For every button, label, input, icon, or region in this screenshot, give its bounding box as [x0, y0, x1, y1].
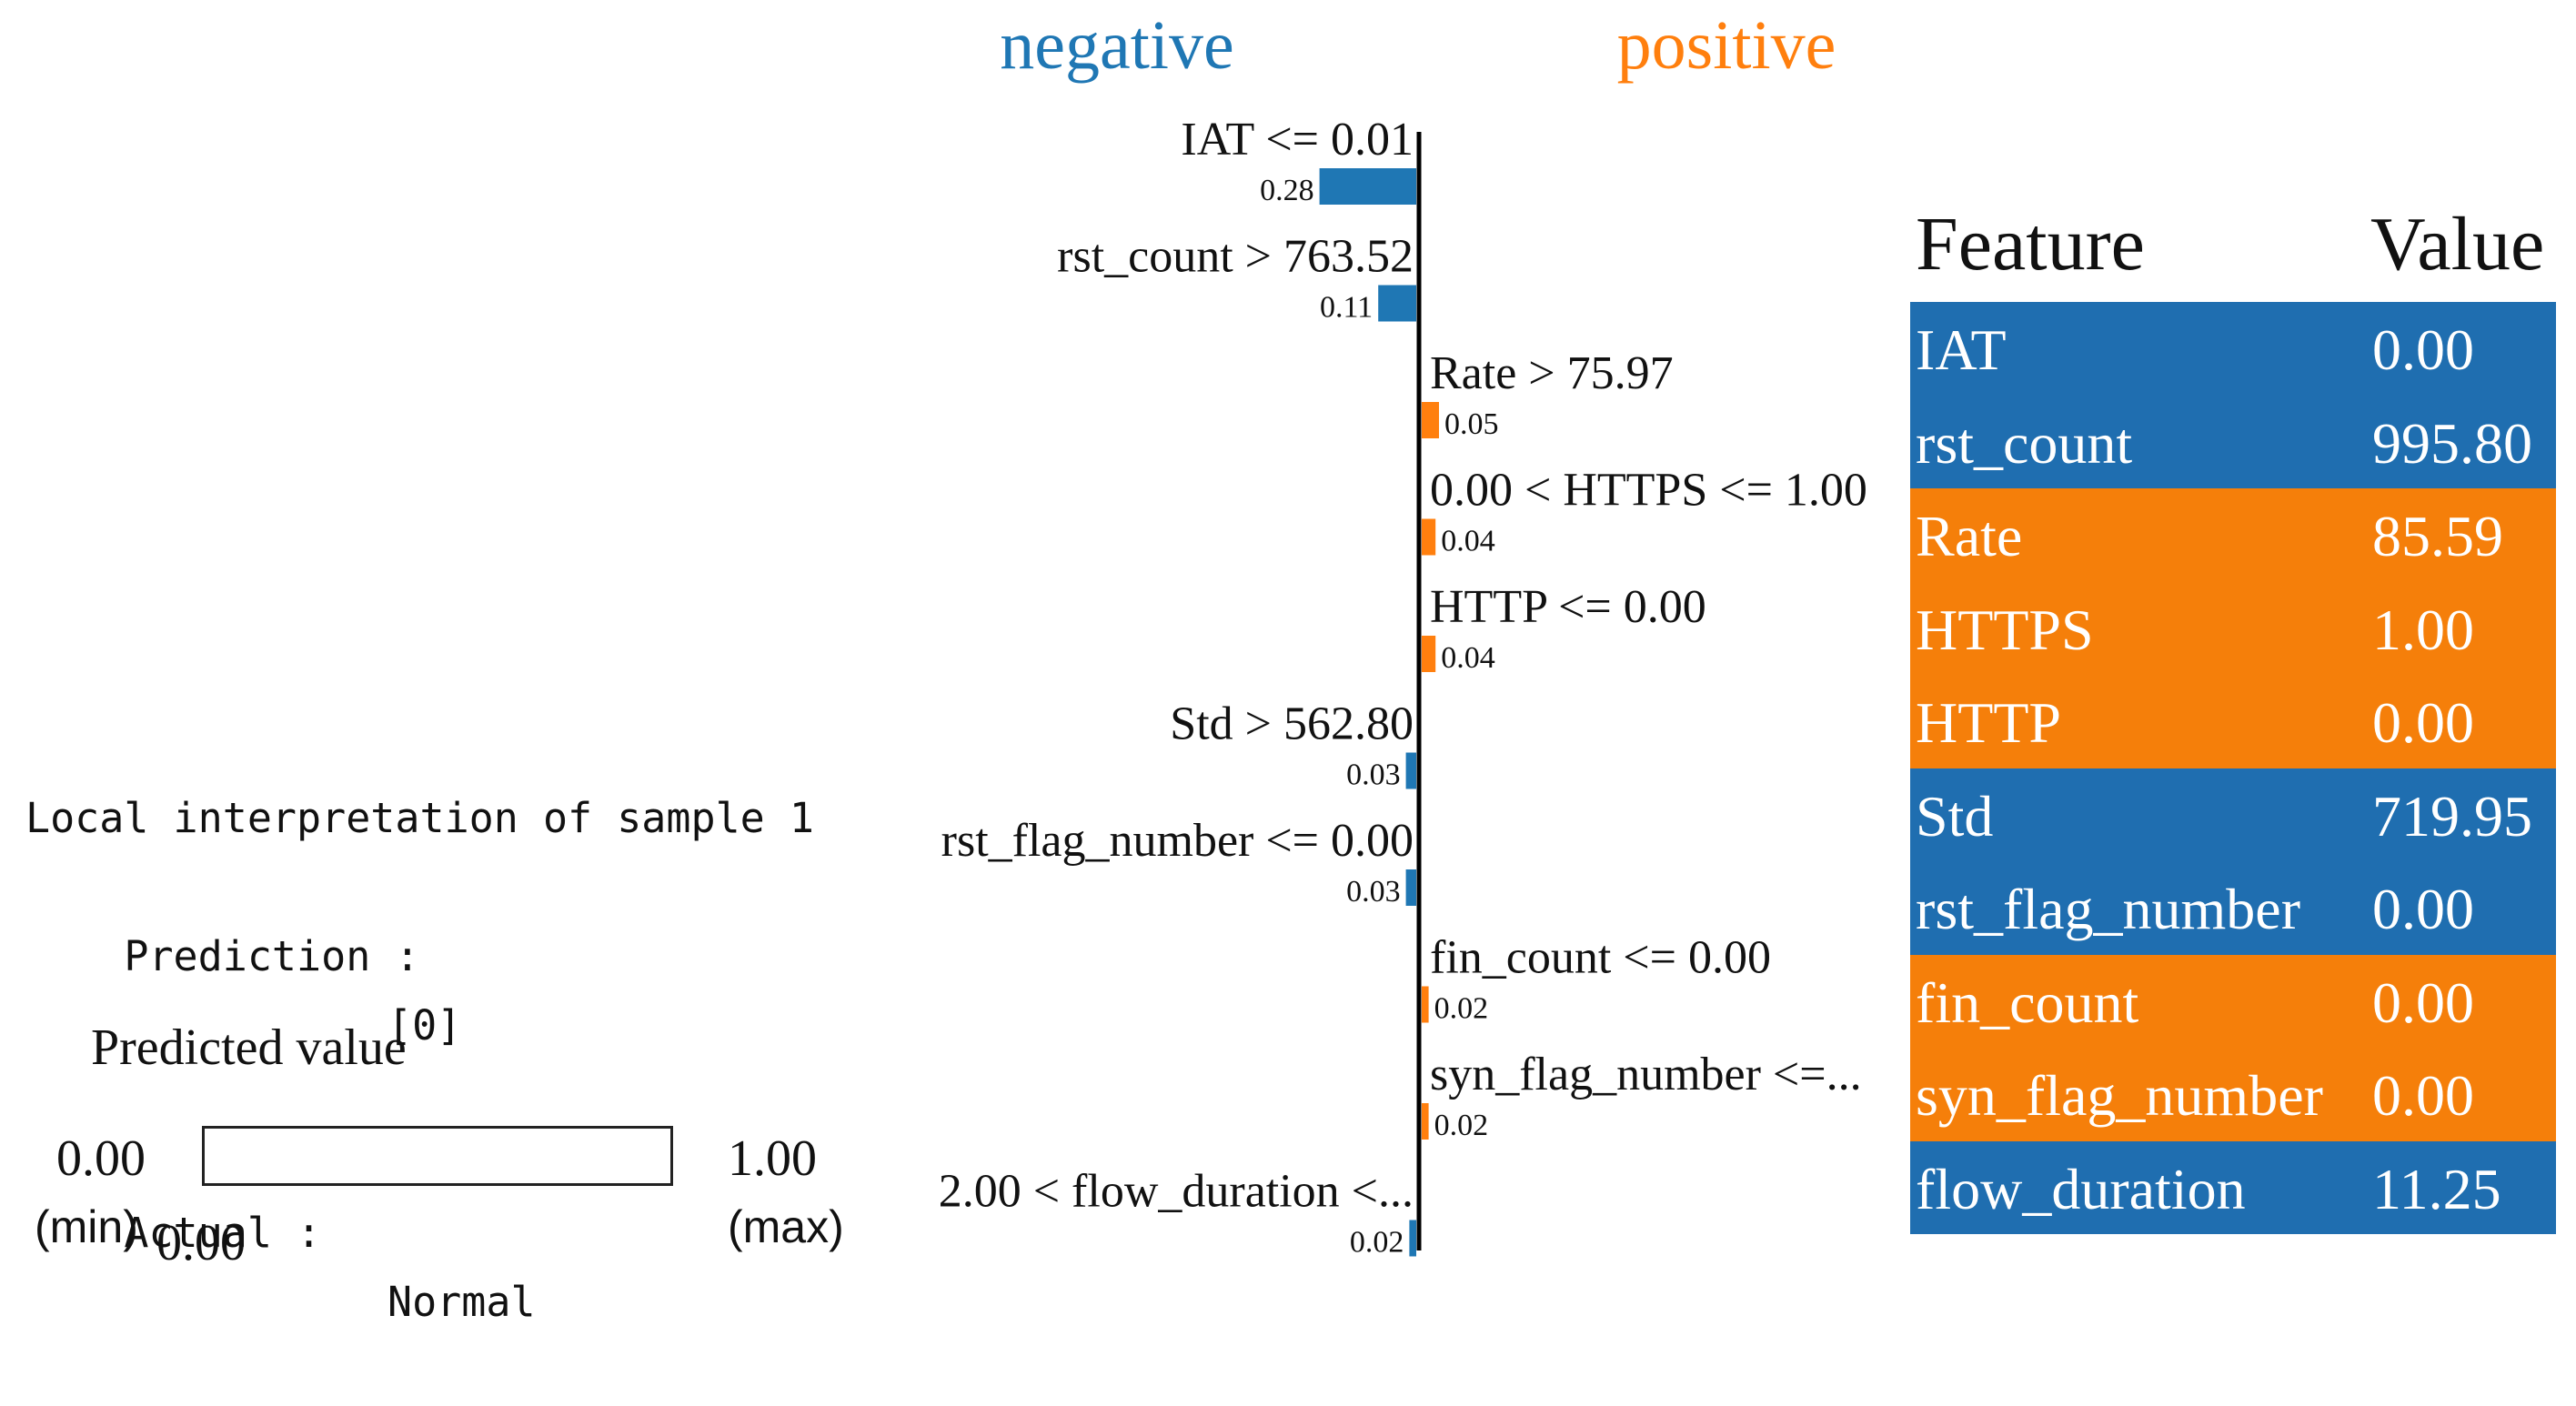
bar — [1422, 636, 1436, 672]
bar — [1422, 402, 1439, 438]
table-cell-feature: Rate — [1916, 504, 2023, 568]
prediction-label: Prediction : — [124, 932, 420, 980]
bar — [1319, 168, 1416, 205]
predicted-value-title: Predicted value — [91, 1019, 407, 1076]
table-cell-value: 0.00 — [2372, 690, 2474, 755]
bar-value-label: 0.28 — [1260, 174, 1314, 207]
bar-feature-label: rst_count > 763.52 — [1057, 231, 1414, 283]
table-row: IAT 0.00 — [1910, 302, 2556, 396]
table-cell-feature: Std — [1916, 783, 1994, 849]
bar-feature-label: Rate > 75.97 — [1430, 347, 1674, 399]
header-feature: Feature — [1916, 202, 2145, 286]
positive-legend-label: positive — [1617, 7, 1836, 84]
bar — [1378, 285, 1416, 322]
negative-legend-label: negative — [1000, 7, 1233, 84]
table-row: rst_count 995.80 — [1910, 395, 2556, 488]
bar — [1405, 752, 1416, 789]
bar-feature-label: HTTP <= 0.00 — [1430, 581, 1706, 633]
predicted-value-bar — [202, 1126, 673, 1186]
bar-feature-label: fin_count <= 0.00 — [1430, 932, 1771, 984]
table-cell-value: 0.00 — [2372, 969, 2474, 1035]
table-cell-feature: rst_flag_number — [1916, 877, 2300, 941]
actual-label: Actual : — [124, 1209, 322, 1257]
table-row: HTTPS 1.00 — [1910, 581, 2556, 675]
table-cell-feature: HTTPS — [1916, 597, 2094, 662]
table-cell-value: 85.59 — [2372, 504, 2503, 568]
table-row: flow_duration 11.25 — [1910, 1140, 2556, 1234]
bar-feature-label: 0.00 < HTTPS <= 1.00 — [1430, 465, 1867, 517]
bar-feature-label: syn_flag_number <=... — [1430, 1049, 1862, 1100]
prediction-row: Prediction : [0] — [25, 853, 814, 1130]
bar-value-label: 0.02 — [1350, 1226, 1404, 1260]
table-row: fin_count 0.00 — [1910, 954, 2556, 1048]
bar — [1422, 1103, 1429, 1140]
bar-value-label: 0.02 — [1434, 1109, 1489, 1142]
bar — [1405, 869, 1416, 906]
table-row: HTTP 0.00 — [1910, 675, 2556, 768]
lime-explanation-chart: negative positive IAT <= 0.01 0.28 rst_cou… — [939, 7, 1867, 1260]
bar-value-label: 0.11 — [1320, 291, 1373, 325]
bar-feature-label: IAT <= 0.01 — [1181, 114, 1414, 166]
bar-feature-label: Std > 562.80 — [1170, 698, 1414, 750]
predicted-min-label: (min) — [35, 1201, 138, 1252]
header-value: Value — [2370, 202, 2545, 286]
bar — [1422, 986, 1429, 1023]
bar-feature-label: 2.00 < flow_duration <... — [939, 1166, 1414, 1218]
table-cell-value: 719.95 — [2372, 783, 2532, 849]
bar-value-label: 0.03 — [1346, 758, 1401, 792]
bar-value-label: 0.02 — [1434, 992, 1489, 1026]
predicted-current-value: 0.00 — [156, 1215, 246, 1271]
bar-feature-label: rst_flag_number <= 0.00 — [941, 815, 1414, 867]
info-title: Local interpretation of sample 1 — [25, 794, 814, 842]
table-cell-value: 995.80 — [2372, 410, 2532, 476]
table-cell-feature: IAT — [1916, 317, 2007, 382]
bar-value-label: 0.05 — [1444, 407, 1499, 441]
predicted-max-value: 1.00 — [728, 1130, 817, 1187]
bar-value-label: 0.04 — [1441, 641, 1495, 675]
prediction-value: [0] — [387, 1001, 462, 1049]
table-row: rst_flag_number 0.00 — [1910, 861, 2556, 955]
table-rows: IAT 0.00 rst_count 995.80 Rate 85.59 HTTPS 1.00… — [1910, 302, 2556, 1234]
table-cell-value: 1.00 — [2372, 597, 2474, 662]
table-cell-feature: flow_duration — [1916, 1156, 2246, 1221]
table-cell-value: 11.25 — [2372, 1156, 2501, 1221]
table-cell-feature: HTTP — [1916, 690, 2061, 755]
table-header: Feature Value — [1910, 200, 2556, 300]
table-cell-feature: rst_count — [1916, 410, 2133, 476]
bar-value-label: 0.04 — [1441, 525, 1495, 558]
predicted-max-label: (max) — [728, 1201, 844, 1252]
table-cell-value: 0.00 — [2372, 317, 2474, 382]
table-row: Rate 85.59 — [1910, 488, 2556, 582]
table-row: syn_flag_number 0.00 — [1910, 1048, 2556, 1141]
table-row: Std 719.95 — [1910, 768, 2556, 861]
bar — [1409, 1220, 1416, 1257]
table-cell-value: 0.00 — [2372, 1063, 2474, 1128]
table-cell-feature: fin_count — [1916, 969, 2139, 1035]
table-cell-value: 0.00 — [2372, 877, 2474, 941]
bar-value-label: 0.03 — [1346, 875, 1401, 909]
bar — [1422, 518, 1436, 556]
table-cell-feature: syn_flag_number — [1916, 1063, 2323, 1128]
predicted-min-value: 0.00 — [56, 1130, 146, 1187]
